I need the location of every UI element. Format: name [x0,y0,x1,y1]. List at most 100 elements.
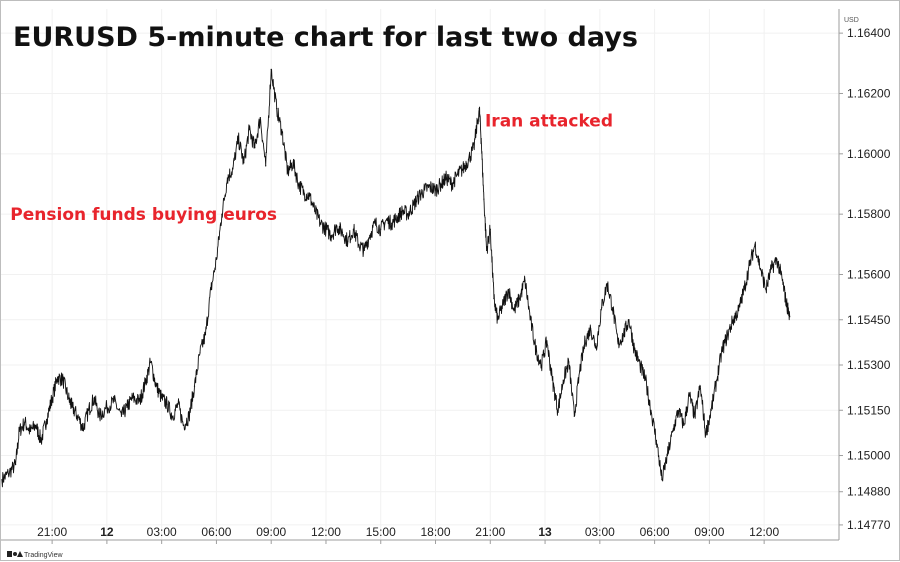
series-point [15,464,17,466]
series-point [46,418,48,420]
series-point [29,430,31,432]
series-point [623,334,625,336]
series-point [204,334,207,336]
series-point [166,403,168,405]
series-point [237,138,239,140]
series-point [314,210,316,212]
series-point [281,132,283,134]
series-point [424,189,426,191]
series-point [232,168,234,170]
series-point [276,108,278,110]
series-point [177,403,179,405]
series-point [727,334,729,336]
series-point [270,68,272,70]
plot-area [1,1,839,540]
series-point [358,243,360,245]
series-point [573,415,575,417]
series-point [601,307,603,309]
series-point [330,234,333,236]
series-point [557,409,559,411]
y-tick-label: 1.15000 [847,449,891,463]
series-point [535,349,537,351]
series-point [380,228,382,230]
y-tick-label: 1.14770 [847,518,891,532]
x-tick-label: 03:00 [585,525,615,539]
series-point [391,222,393,224]
series-point [429,186,431,188]
series-point [221,213,223,215]
series-point [308,195,311,197]
series-point [683,424,685,426]
series-point [413,204,415,206]
x-tick-label: 09:00 [256,525,286,539]
series-point [402,210,404,212]
series-point [473,147,475,149]
series-point [721,349,723,351]
series-point [551,379,554,381]
series-point [612,307,614,309]
series-point [781,279,784,282]
series-point [57,376,59,378]
series-point [716,379,718,381]
series-point [113,400,115,402]
series-point [35,424,37,426]
series-point [785,301,787,303]
series-point [513,310,515,312]
series-point [172,415,174,417]
series-point [24,421,26,423]
series-point [88,409,90,411]
series-point [710,409,712,411]
series-point [385,219,387,221]
series-point [120,415,123,417]
series-point [298,183,300,185]
series-point [131,397,134,399]
series-point [486,249,488,251]
x-tick-label: 06:00 [201,525,231,539]
tradingview-brand-text: TradingView [24,552,63,559]
series-point [71,406,73,408]
series-point [617,343,619,345]
series-point [480,138,482,140]
series-point [628,319,630,321]
series-point [155,385,157,387]
series-point [497,319,499,321]
y-tick-label: 1.16000 [847,147,891,161]
series-point [161,397,163,399]
x-tick-label: 18:00 [421,525,451,539]
series-point [765,289,767,291]
series-point [694,415,696,417]
series-point [210,289,212,291]
series-point [754,243,756,245]
x-tick-label: 13 [538,525,552,539]
x-tick-label: 12:00 [749,525,779,539]
series-point [595,346,597,348]
series-point [336,225,338,227]
y-tick-label: 1.15600 [847,268,891,282]
y-tick-label: 1.16200 [847,86,891,100]
series-point [639,364,641,366]
y-tick-label: 1.14880 [847,485,891,499]
y-tick-label: 1.15150 [847,403,891,417]
series-point [7,473,9,475]
series-point [748,264,751,266]
series-point [40,439,42,441]
x-tick-label: 12 [100,525,114,539]
x-tick-label: 21:00 [37,525,67,539]
chart-title: EURUSD 5-minute chart for last two days [13,22,638,53]
series-point [529,319,532,321]
series-point [407,213,409,215]
series-point [590,328,592,330]
series-point [352,228,354,230]
tradingview-logo-icon [7,551,23,557]
series-point [303,192,305,194]
series-point [77,415,79,417]
series-point [633,349,636,351]
series-point [193,385,196,387]
series-point [507,289,510,291]
series-point [363,249,365,251]
x-tick-label: 03:00 [147,525,177,539]
series-point [732,319,734,321]
x-tick-label: 15:00 [366,525,396,539]
series-point [540,364,543,366]
